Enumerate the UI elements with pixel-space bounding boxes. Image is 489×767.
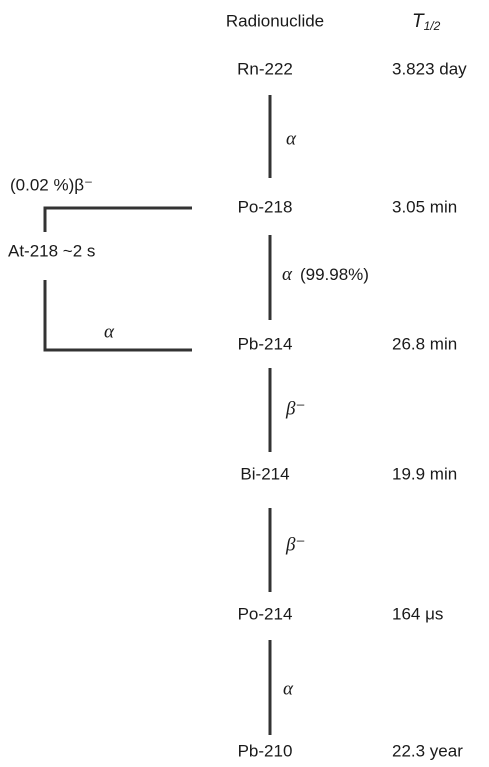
nuclide: Bi-214	[240, 464, 289, 483]
symbol: T	[412, 11, 425, 32]
half-life: 26.8 min	[392, 334, 457, 353]
column-header: Radionuclide	[226, 11, 324, 30]
half-life: 19.9 min	[392, 464, 457, 483]
nuclide: Pb-210	[238, 741, 293, 760]
half-life: 164 μs	[392, 604, 443, 623]
decay-mode: β⁻	[285, 398, 306, 419]
decay-mode: β⁻	[285, 534, 306, 555]
decay-symbol: α	[282, 264, 293, 285]
subscript: 1/2	[424, 19, 441, 33]
nuclide: At-218 ~2 s	[8, 241, 95, 260]
nuclide: Po-218	[238, 197, 293, 216]
nuclide: Po-214	[238, 604, 293, 623]
decay-mode: α	[286, 128, 297, 149]
nuclide: Rn-222	[237, 59, 293, 78]
half-life: 3.823 day	[392, 59, 467, 78]
branch-ratio: (0.02 %)β⁻	[10, 175, 93, 194]
decay-mode: α (99.98%)	[282, 264, 369, 285]
decay-mode: α	[283, 678, 294, 699]
branch-ratio: (99.98%)	[300, 265, 369, 284]
decay-mode: α	[104, 321, 115, 342]
half-life: 22.3 year	[392, 741, 463, 760]
column-header: T1/2	[412, 11, 441, 33]
half-life: 3.05 min	[392, 197, 457, 216]
nuclide: Pb-214	[238, 334, 293, 353]
